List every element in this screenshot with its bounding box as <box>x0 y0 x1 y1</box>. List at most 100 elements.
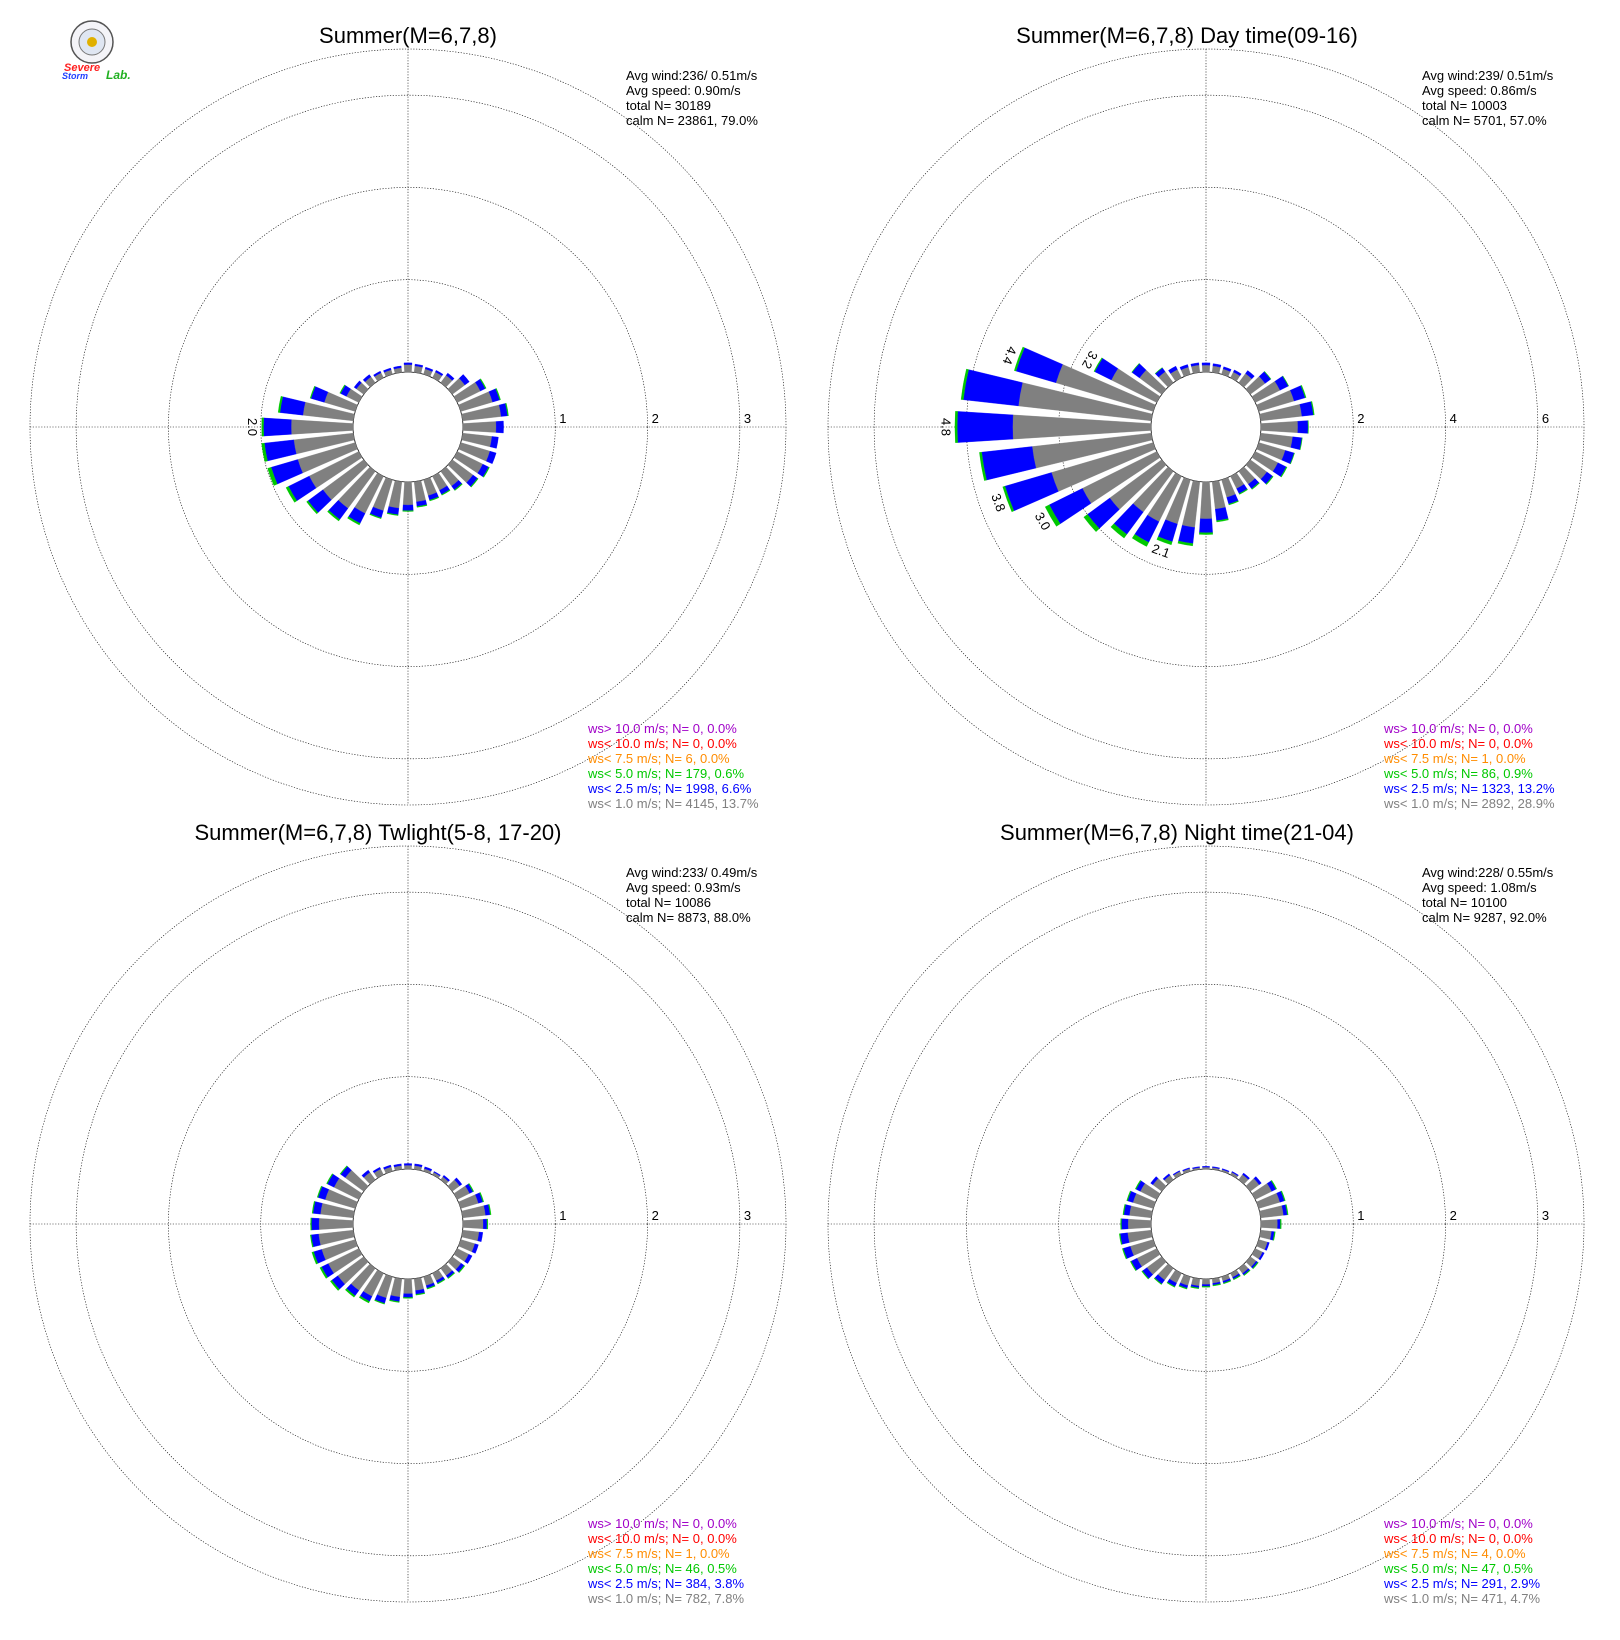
sector-bar-lt5 <box>389 1299 400 1303</box>
sector-bar-lt2_5 <box>486 450 497 464</box>
sector-bar-lt2_5 <box>372 1167 381 1174</box>
calm-circle <box>1150 371 1262 483</box>
total-count-text: total N= 10003 <box>1422 98 1507 113</box>
sector-bar-lt5 <box>310 1217 312 1231</box>
sector-bar-lt5 <box>458 1265 466 1273</box>
sector-bar-lt1 <box>1201 364 1211 373</box>
sector-bar-lt5 <box>1285 1204 1289 1216</box>
radial-tick-label: 1 <box>559 411 566 426</box>
legend-entry-lt7_5: ws< 7.5 m/s; N= 4, 0.0% <box>1383 1546 1526 1561</box>
legend-entry-lt2_5: ws< 2.5 m/s; N= 291, 2.9% <box>1383 1576 1541 1591</box>
bar-total-label: 4.4 <box>1000 345 1020 367</box>
speed-legend: ws> 10.0 m/s; N= 0, 0.0% ws< 10.0 m/s; N… <box>1383 721 1555 811</box>
sector-bar-lt5 <box>482 466 490 478</box>
calm-circle <box>1150 1168 1262 1280</box>
logo-seal-center-icon <box>87 37 97 47</box>
sector-bar-lt5 <box>327 510 340 522</box>
sector-bar-lt1 <box>1191 364 1201 374</box>
sector-bar-lt5 <box>1190 1286 1200 1289</box>
sector-bar-lt2_5 <box>471 1243 479 1254</box>
range-ring <box>827 845 1585 1603</box>
sector-bar-lt5 <box>1251 482 1260 490</box>
sector-bar-lt5 <box>454 483 463 491</box>
sector-bar-lt1 <box>318 1218 354 1230</box>
sector-bar-lt5 <box>1141 1270 1150 1280</box>
sector-bar-lt5 <box>470 478 479 488</box>
sector-bar-lt5 <box>1120 1218 1122 1230</box>
legend-entry-lt10: ws< 10.0 m/s; N= 0, 0.0% <box>1383 1531 1533 1546</box>
sector-bar-lt5 <box>319 1266 328 1279</box>
sector-bar-lt1 <box>413 480 426 502</box>
panel-title: Summer(M=6,7,8) Night time(21-04) <box>1000 820 1354 845</box>
bar-total-label: 3.8 <box>988 491 1008 513</box>
legend-entry-gt10: ws> 10.0 m/s; N= 0, 0.0% <box>587 1516 737 1531</box>
legend-entry-gt10: ws> 10.0 m/s; N= 0, 0.0% <box>587 721 737 736</box>
sector-bar-lt5 <box>1156 536 1173 546</box>
sector-bar-lt2_5 <box>1222 366 1232 372</box>
total-count-text: total N= 10086 <box>626 895 711 910</box>
sector-bar-lt5 <box>1201 1286 1211 1288</box>
radial-tick-label: 2 <box>652 411 659 426</box>
sector-bar-lt5 <box>1153 1277 1163 1285</box>
sector-bar-lt1 <box>402 481 414 506</box>
range-ring <box>168 187 648 667</box>
sector-bar-lt2_5 <box>1212 363 1222 368</box>
sector-bar-lt5 <box>285 486 298 503</box>
sector-bar-lt5 <box>1122 1204 1126 1215</box>
sector-bar-lt1 <box>413 1277 424 1291</box>
sector-bar-lt2_5 <box>1201 1284 1211 1287</box>
sector-bar-lt5 <box>979 451 987 481</box>
legend-entry-lt2_5: ws< 2.5 m/s; N= 1323, 13.2% <box>1383 781 1555 796</box>
sector-bar-lt5 <box>505 403 509 416</box>
sector-bar-lt2_5 <box>393 365 402 370</box>
sector-bar-lt5 <box>267 467 278 486</box>
calm-count-text: calm N= 8873, 88.0% <box>626 910 751 925</box>
calm-circle <box>352 1168 464 1280</box>
sector-bar-lt2_5 <box>1264 1241 1270 1251</box>
sector-bar-lt5 <box>1263 371 1272 380</box>
sector-bar-lt5 <box>488 1204 492 1215</box>
sector-bar-lt2_5 <box>458 374 470 386</box>
sector-bar-lt5 <box>403 1297 413 1299</box>
legend-entry-lt1: ws< 1.0 m/s; N= 4145, 13.7% <box>587 796 759 811</box>
sector-bar-lt5 <box>330 1279 340 1291</box>
sector-bar-lt2_5 <box>1190 362 1200 367</box>
sector-bar-lt5 <box>1002 485 1015 513</box>
range-ring <box>873 94 1539 760</box>
sector-bar-lt2_5 <box>482 1218 488 1230</box>
range-ring <box>827 48 1585 806</box>
sector-bar-lt5 <box>1131 534 1149 547</box>
sector-bar-lt5 <box>429 496 440 502</box>
sector-bar-lt1 <box>403 364 413 373</box>
sector-bar-lt5 <box>441 489 451 496</box>
legend-entry-lt10: ws< 10.0 m/s; N= 0, 0.0% <box>587 736 737 751</box>
sector-bar-lt5 <box>326 1173 334 1185</box>
sector-bar-lt5 <box>1233 1274 1241 1281</box>
calm-count-text: calm N= 9287, 92.0% <box>1422 910 1547 925</box>
sector-bar-lt2_5 <box>1253 1176 1262 1185</box>
radial-tick-label: 2 <box>1357 411 1364 426</box>
sector-bar-lt2_5 <box>404 1163 412 1166</box>
sector-bar-lt1 <box>1127 1218 1152 1230</box>
windrose-panel-night-time: 1 2 3 Summer(M=6,7,8) Night time(21-04) Av… <box>827 820 1585 1606</box>
sector-bar-lt5 <box>486 1218 489 1230</box>
windrose-plot: 2 4 62.13.03.84.84.4 3.2 <box>827 48 1585 806</box>
sector-bar-lt5 <box>1272 1231 1276 1241</box>
legend-entry-lt10: ws< 10.0 m/s; N= 0, 0.0% <box>587 1531 737 1546</box>
sector-bar-lt1 <box>404 1165 412 1170</box>
sector-bar-lt1 <box>458 1239 476 1253</box>
sector-bar-lt2_5 <box>957 411 1014 443</box>
range-ring <box>29 48 787 806</box>
sector-bar-lt5 <box>339 384 346 394</box>
avg-speed-text: Avg speed: 0.93m/s <box>626 880 741 895</box>
legend-entry-lt2_5: ws< 2.5 m/s; N= 1998, 6.6% <box>587 781 752 796</box>
sector-bar-lt2_5 <box>464 1253 473 1264</box>
sector-bar-lt5 <box>447 1272 456 1279</box>
sector-bar-lt5 <box>1110 523 1128 539</box>
avg-speed-text: Avg speed: 0.86m/s <box>1422 83 1537 98</box>
calm-circle <box>352 371 464 483</box>
panel-title: Summer(M=6,7,8) <box>319 23 497 48</box>
sector-bar-lt1 <box>1129 1205 1153 1219</box>
speed-legend: ws> 10.0 m/s; N= 0, 0.0% ws< 10.0 m/s; N… <box>587 1516 745 1606</box>
sector-bar-lt2_5 <box>433 1171 441 1177</box>
